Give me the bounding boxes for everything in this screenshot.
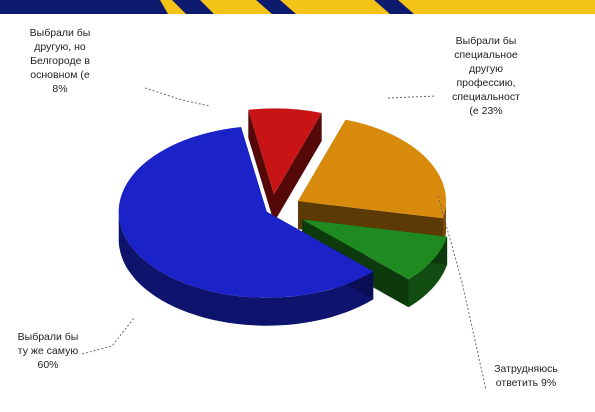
banner-stripe-1 <box>172 0 214 14</box>
pie-slice-1-cut-2 <box>274 113 322 223</box>
data-label-4-line-1: Выбрали бы <box>18 331 79 343</box>
data-labels: Выбрали бы другую, но Белгороде в основном … <box>18 27 559 389</box>
data-label-1-line-1: Выбрали бы <box>30 27 91 39</box>
data-label-1-line-4: основном (е <box>30 69 90 81</box>
data-label-1-line-2: другую, но <box>34 41 86 53</box>
data-label-2-line-4: профессию, <box>456 77 515 89</box>
pie-tops <box>118 108 448 298</box>
pie-slice-2-side-1 <box>443 201 446 247</box>
data-label-2: Выбрали бы специальное другую профессию, спе… <box>452 35 520 117</box>
banner-stripe-2 <box>256 0 296 14</box>
data-label-2-line-3: другую <box>469 63 503 75</box>
leader-lines <box>81 87 487 391</box>
leader-line-orange <box>387 95 437 99</box>
header-banner <box>0 0 595 14</box>
leader-line-blue <box>81 317 135 355</box>
data-label-2-line-1: Выбрали бы <box>456 35 517 47</box>
data-label-4-line-3: 60% <box>37 359 58 371</box>
data-label-1-line-3: Белгороде в <box>30 55 90 67</box>
leader-line-red <box>144 87 211 107</box>
pie-slice-1 <box>248 108 322 195</box>
data-label-2-line-6: (е 23% <box>469 105 502 117</box>
data-label-1-line-5: 8% <box>52 83 67 95</box>
data-label-3-line-1: Затрудняюсь <box>494 363 558 375</box>
banner-navy-left <box>0 0 168 14</box>
pie-slice-1-cut-1 <box>248 109 274 223</box>
pie-slice-3 <box>302 219 448 280</box>
pie-slice-4-side-1 <box>118 213 374 326</box>
pie-slice-4 <box>118 127 374 298</box>
data-label-2-line-2: специальное <box>454 49 518 61</box>
data-label-1: Выбрали бы другую, но Белгороде в основном … <box>30 27 91 95</box>
data-label-2-line-5: специальност <box>452 91 520 103</box>
pie-slice-2 <box>298 119 447 219</box>
data-label-4: Выбрали бы ту же самую 60% <box>18 331 79 371</box>
data-label-3: Затрудняюсь ответить 9% <box>494 363 558 389</box>
data-label-3-line-2: ответить 9% <box>496 377 556 389</box>
leader-line-green <box>437 195 487 391</box>
data-label-4-line-2: ту же самую <box>18 345 79 357</box>
banner-stripe-3 <box>374 0 414 14</box>
